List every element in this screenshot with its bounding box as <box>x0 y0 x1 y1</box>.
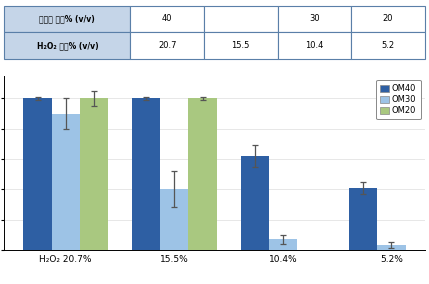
Bar <box>269 239 297 250</box>
Bar <box>349 188 378 250</box>
Bar <box>160 189 188 250</box>
Bar <box>51 114 80 250</box>
Bar <box>132 98 160 250</box>
Legend: OM40, OM30, OM20: OM40, OM30, OM20 <box>376 80 420 119</box>
Bar <box>24 98 51 250</box>
Bar <box>80 98 108 250</box>
Bar <box>188 98 217 250</box>
Bar <box>378 245 405 250</box>
Bar <box>241 156 269 250</box>
